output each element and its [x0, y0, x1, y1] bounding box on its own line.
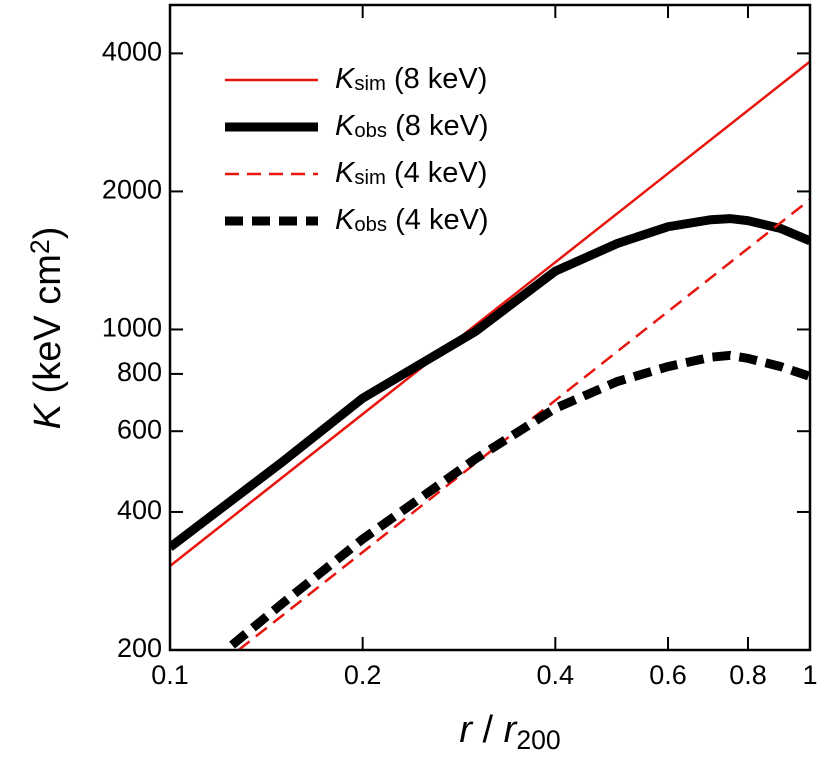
legend-label: Ksim (8 keV): [335, 63, 487, 96]
y-tick-label: 2000: [102, 175, 162, 205]
data-line: [170, 214, 810, 551]
legend-label: Kobs (8 keV): [335, 110, 489, 143]
x-tick-label: 0.1: [151, 660, 189, 690]
y-tick-label: 200: [117, 633, 162, 663]
y-tick-label: 1000: [102, 313, 162, 343]
x-tick-label: 1: [802, 660, 817, 690]
x-tick-label: 0.6: [649, 660, 687, 690]
y-tick-label: 400: [117, 495, 162, 525]
x-tick-label: 0.2: [344, 660, 382, 690]
y-axis-title: K (keV cm2): [25, 227, 69, 430]
data-line: [229, 350, 810, 649]
y-tick-label: 600: [117, 414, 162, 444]
legend-label: Ksim (4 keV): [335, 157, 487, 190]
x-tick-label: 0.4: [537, 660, 575, 690]
y-tick-label: 800: [117, 357, 162, 387]
plot-area: [170, 60, 810, 650]
x-tick-label: 0.8: [729, 660, 767, 690]
data-line: [170, 60, 810, 567]
legend-label: Kobs (4 keV): [335, 204, 489, 237]
y-tick-label: 4000: [102, 37, 162, 67]
plot-frame: [168, 3, 812, 652]
x-axis-title: r / r200: [459, 709, 560, 755]
